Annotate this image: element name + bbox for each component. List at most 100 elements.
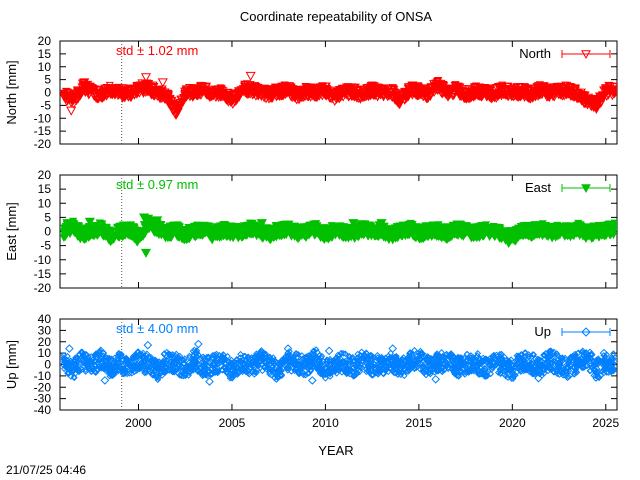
data-point — [526, 90, 536, 99]
legend-label: East — [525, 180, 551, 195]
data-points — [60, 71, 617, 119]
data-point — [470, 229, 480, 238]
data-point — [507, 88, 518, 98]
x-tick-label: 2010 — [312, 416, 339, 430]
data-point — [217, 226, 228, 236]
data-point — [591, 227, 602, 237]
y-tick-label: 5 — [44, 210, 51, 224]
data-point — [498, 230, 508, 240]
data-point — [470, 356, 480, 366]
data-point — [592, 364, 601, 374]
y-tick-label: -30 — [34, 392, 52, 406]
outlier-point — [324, 346, 334, 356]
data-point — [86, 87, 97, 97]
data-point — [152, 224, 163, 234]
data-point — [545, 355, 554, 365]
data-point — [264, 230, 275, 240]
y-tick-label: -10 — [34, 253, 52, 267]
data-point — [78, 356, 87, 366]
data-point — [414, 354, 423, 363]
y-tick-label: 0 — [44, 225, 51, 239]
outlier-point — [157, 78, 168, 88]
y-axis-label: Up [mm] — [4, 340, 19, 389]
outlier-point — [283, 344, 293, 353]
data-point — [96, 224, 106, 234]
data-point — [572, 90, 583, 99]
data-point — [349, 363, 358, 373]
data-point — [396, 366, 405, 375]
data-point — [133, 233, 144, 243]
y-tick-label: -15 — [34, 124, 52, 138]
data-points — [60, 213, 617, 258]
data-point — [86, 226, 97, 236]
data-point — [190, 354, 199, 363]
data-point — [488, 227, 499, 237]
std-label: std ± 0.97 mm — [116, 177, 198, 192]
std-label: std ± 4.00 mm — [116, 321, 198, 336]
data-point — [273, 226, 284, 236]
data-point — [87, 362, 96, 371]
data-point — [142, 83, 153, 93]
data-point — [283, 86, 293, 95]
legend: Up — [534, 324, 611, 339]
data-point — [311, 88, 321, 98]
data-point — [301, 227, 312, 237]
data-point — [311, 354, 321, 363]
data-point — [544, 88, 555, 98]
y-tick-label: 0 — [44, 86, 51, 100]
data-point — [517, 356, 526, 366]
data-point — [460, 227, 471, 237]
data-point — [115, 358, 124, 367]
data-point — [273, 87, 284, 97]
data-point — [189, 87, 200, 97]
data-point — [610, 224, 617, 234]
y-tick-label: 15 — [38, 47, 52, 61]
data-point — [189, 227, 200, 237]
y-tick-label: 20 — [38, 335, 52, 349]
data-point — [591, 100, 602, 110]
data-point — [433, 359, 442, 368]
data-point — [245, 224, 256, 234]
outlier-point — [431, 374, 441, 384]
x-axis-label: YEAR — [318, 443, 353, 458]
data-point — [348, 87, 359, 97]
data-point — [255, 88, 265, 98]
data-point — [498, 360, 508, 369]
data-point — [516, 226, 527, 236]
data-point — [320, 86, 331, 95]
data-point — [293, 359, 302, 368]
data-point — [368, 361, 377, 370]
y-tick-label: -10 — [34, 369, 52, 383]
data-point — [227, 366, 237, 375]
data-point — [488, 90, 499, 99]
data-point — [451, 86, 462, 95]
legend-label: North — [519, 46, 551, 61]
data-point — [573, 358, 582, 367]
data-point — [124, 90, 135, 99]
data-point — [171, 226, 181, 236]
data-point — [339, 227, 349, 237]
data-point — [227, 227, 237, 237]
data-point — [60, 227, 69, 237]
y-tick-label: 10 — [38, 346, 52, 360]
data-point — [611, 356, 617, 366]
data-point — [199, 224, 209, 234]
data-point — [423, 227, 434, 237]
data-point — [507, 233, 518, 243]
data-point — [180, 230, 191, 240]
data-point — [414, 87, 424, 97]
data-point — [385, 87, 396, 97]
y-tick-label: 5 — [44, 73, 51, 87]
data-point — [452, 363, 461, 373]
y-tick-label: -5 — [40, 239, 51, 253]
data-point — [582, 97, 592, 107]
y-tick-label: -10 — [34, 111, 52, 125]
data-point — [414, 229, 424, 238]
data-point — [404, 224, 415, 234]
data-point — [340, 358, 349, 367]
data-point — [255, 355, 265, 365]
data-point — [245, 84, 256, 94]
data-point — [301, 87, 312, 97]
outlier-point — [205, 377, 214, 386]
